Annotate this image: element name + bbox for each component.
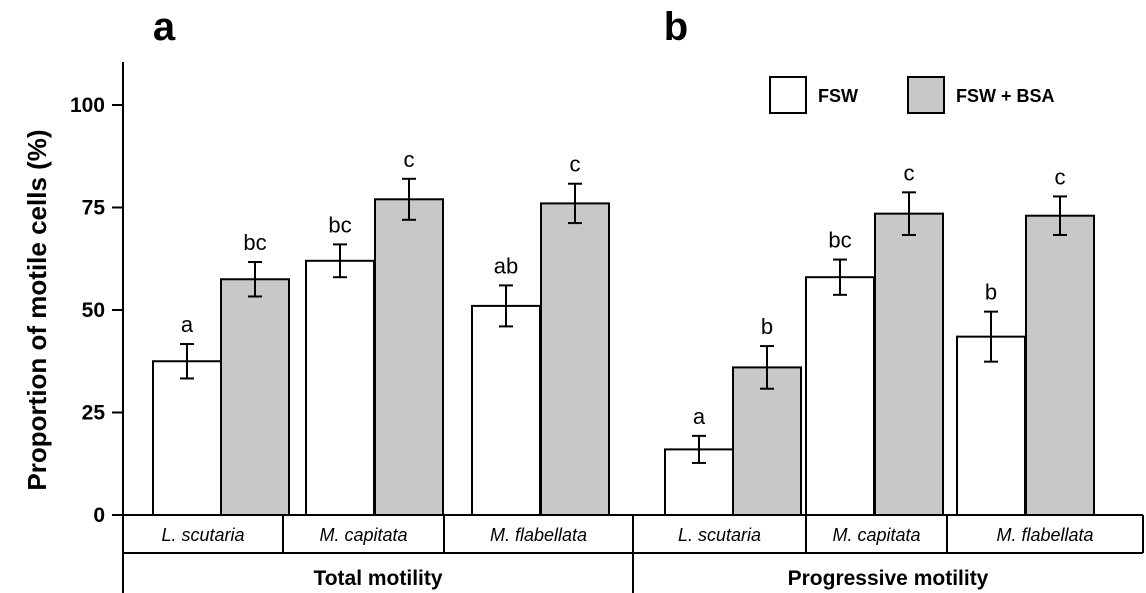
- bar: [805, 276, 875, 517]
- legend-label: FSW: [818, 86, 858, 106]
- category-label: L. scutaria: [678, 525, 761, 545]
- significance-letter: bc: [828, 228, 851, 253]
- bar: [220, 278, 290, 516]
- bar: [374, 198, 444, 517]
- category-label: M. capitata: [832, 525, 920, 545]
- significance-letter: bc: [243, 230, 266, 255]
- category-label: L. scutaria: [161, 525, 244, 545]
- bars: [152, 76, 1095, 517]
- significance-letter: ab: [494, 253, 518, 278]
- y-tick-label: 0: [93, 504, 105, 527]
- legend-swatch: [769, 76, 807, 114]
- y-tick-label: 25: [82, 402, 106, 425]
- panel-label: a: [153, 5, 176, 49]
- bar: [956, 335, 1026, 516]
- significance-letter: b: [985, 280, 997, 305]
- significance-letter: a: [181, 312, 194, 337]
- legend-swatch: [907, 76, 945, 114]
- bar: [152, 360, 222, 516]
- category-label: M. flabellata: [996, 525, 1093, 545]
- panel-label: b: [664, 5, 688, 49]
- category-label: M. flabellata: [490, 525, 587, 545]
- y-tick-label: 50: [82, 299, 105, 322]
- bar: [732, 366, 802, 516]
- y-axis-label: Proportion of motile cells (%): [22, 129, 52, 490]
- significance-letter: c: [1055, 164, 1066, 189]
- labels: 0 25 50 75 100 Proportion of motile cells (%)…: [22, 5, 1094, 590]
- significance-letter: c: [904, 160, 915, 185]
- significance-letter: a: [693, 404, 706, 429]
- bar: [305, 259, 375, 516]
- category-label: M. capitata: [319, 525, 407, 545]
- bar: [874, 212, 944, 516]
- bar: [471, 304, 541, 516]
- group-label: Total motility: [313, 567, 442, 590]
- y-tick-label: 75: [82, 197, 106, 220]
- bar: [540, 202, 610, 516]
- y-tick-label: 100: [70, 94, 105, 117]
- bar: [1025, 214, 1095, 516]
- group-label: Progressive motility: [788, 567, 989, 590]
- significance-letter: bc: [328, 212, 351, 237]
- significance-letter: b: [761, 314, 773, 339]
- significance-letter: c: [404, 147, 415, 172]
- legend-label: FSW + BSA: [956, 86, 1055, 106]
- significance-letter: c: [570, 152, 581, 177]
